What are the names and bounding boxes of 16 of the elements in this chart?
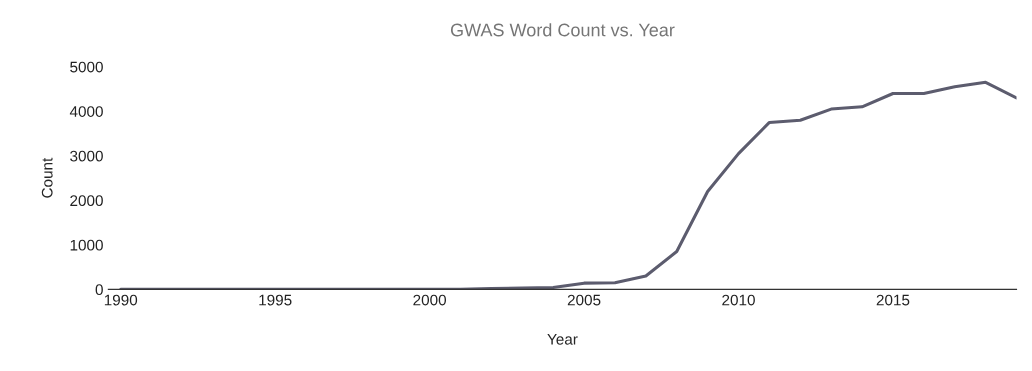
y-tick-label: 3000 xyxy=(70,150,103,162)
x-tick-label: 1995 xyxy=(259,294,292,306)
y-tick-label: 5000 xyxy=(70,61,103,73)
x-tick-label: 2000 xyxy=(413,294,447,306)
line-series xyxy=(119,80,1017,290)
x-tick-label: 2010 xyxy=(722,294,755,306)
x-tick-label: 2005 xyxy=(567,294,601,306)
y-tick-label: 1000 xyxy=(70,239,103,251)
y-axis-title: Count xyxy=(41,157,53,198)
x-tick-label: 2015 xyxy=(876,294,910,306)
y-tick-label: 2000 xyxy=(70,195,103,207)
y-tick-label: 0 xyxy=(95,284,103,296)
x-axis-title: Year xyxy=(547,334,578,345)
y-tick-label: 4000 xyxy=(69,106,103,117)
chart-title: GWAS Word Count vs. Year xyxy=(450,23,675,37)
x-tick-label: 1990 xyxy=(104,294,138,306)
